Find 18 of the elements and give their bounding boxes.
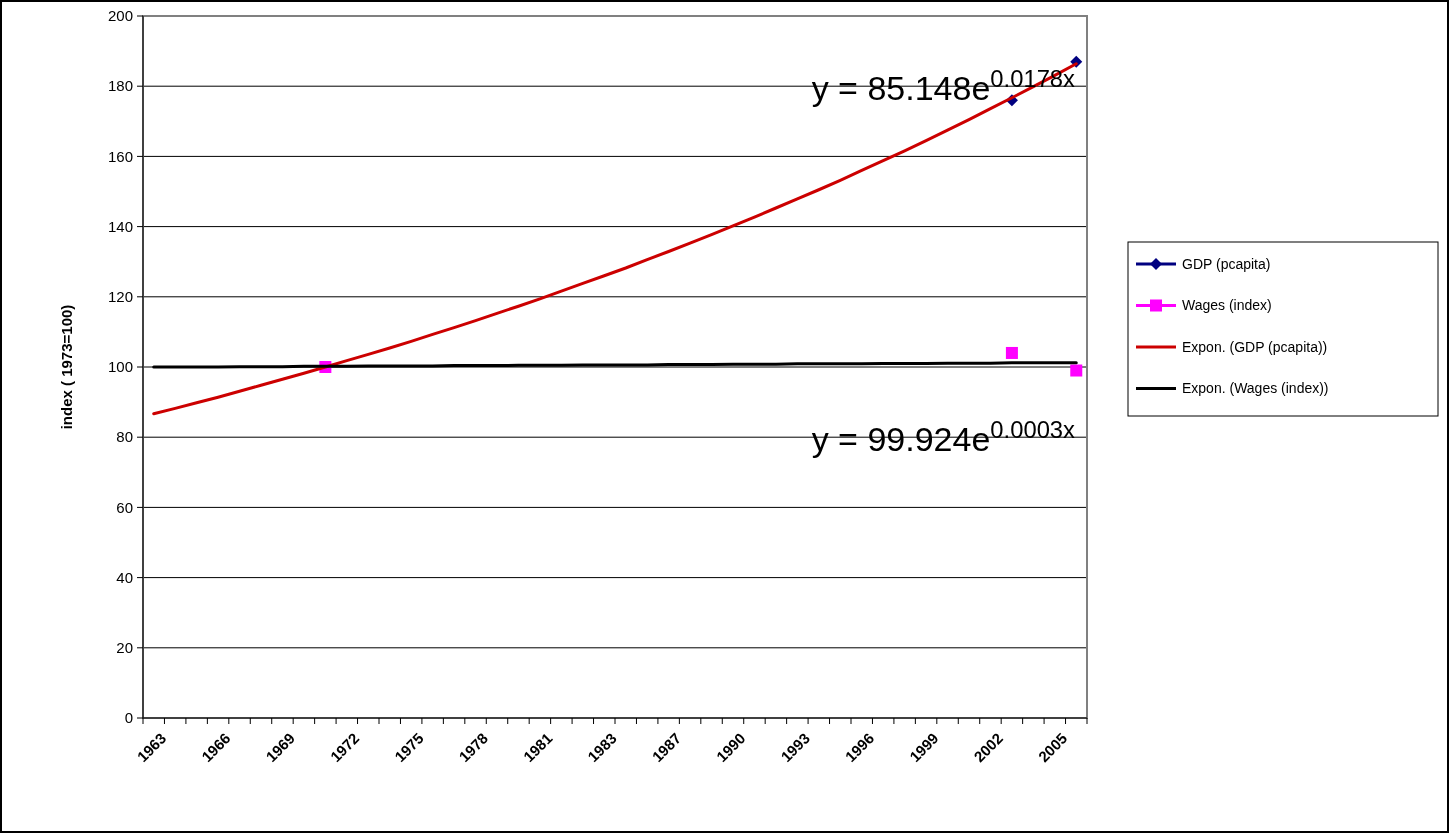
y-tick-label: 0 xyxy=(124,709,133,727)
y-tick-label: 120 xyxy=(107,288,133,306)
y-tick-label: 160 xyxy=(107,147,133,165)
y-axis-title: index ( 1973=100) xyxy=(58,304,75,430)
point xyxy=(1070,364,1083,377)
point xyxy=(1005,346,1018,359)
legend-label: Wages (index) xyxy=(1182,297,1272,314)
legend-label: GDP (pcapita) xyxy=(1182,255,1271,272)
y-tick-label: 20 xyxy=(116,639,133,657)
y-tick-label: 200 xyxy=(107,7,133,25)
y-tick-label: 60 xyxy=(116,498,133,516)
y-tick-label: 140 xyxy=(107,217,133,235)
legend-label: Expon. (Wages (index)) xyxy=(1182,380,1329,397)
y-tick-label: 100 xyxy=(107,358,133,376)
y-tick-label: 80 xyxy=(116,428,133,446)
y-tick-label: 40 xyxy=(116,568,133,586)
legend-label: Expon. (GDP (pcapita)) xyxy=(1182,338,1328,355)
y-tick-label: 180 xyxy=(107,77,133,95)
